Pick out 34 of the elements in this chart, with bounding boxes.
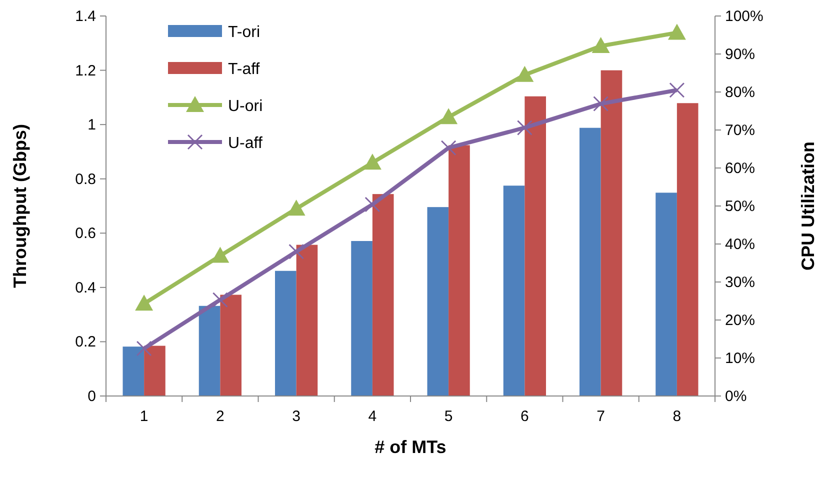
y2-tick-label: 60% <box>725 160 756 177</box>
y-axis-title: Throughput (Gbps) <box>10 124 30 288</box>
y2-tick-label: 90% <box>725 46 756 63</box>
y2-tick-label: 20% <box>725 312 756 329</box>
y2-tick-label: 80% <box>725 84 756 101</box>
x-tick-label: 6 <box>520 408 529 425</box>
y-tick-label: 1.2 <box>75 62 96 80</box>
x-tick-label: 7 <box>596 408 605 425</box>
x-tick-label: 2 <box>216 408 224 425</box>
y2-tick-label: 40% <box>725 236 756 253</box>
y-tick-label: 0 <box>88 388 96 405</box>
legend-label: T-aff <box>228 61 260 78</box>
y-tick-label: 1.4 <box>75 8 96 25</box>
y2-tick-label: 70% <box>725 122 756 139</box>
y-tick-label: 0.6 <box>75 225 96 242</box>
y-tick-label: 0.2 <box>75 334 96 351</box>
y2-axis-title: CPU Utilization <box>798 142 818 270</box>
x-tick-label: 3 <box>292 408 300 425</box>
x-axis-title: # of MTs <box>374 437 446 457</box>
y2-tick-label: 10% <box>725 350 756 367</box>
legend-label: T-ori <box>228 24 260 41</box>
x-tick-label: 5 <box>444 408 453 425</box>
y2-tick-label: 0% <box>725 388 747 405</box>
y-tick-label: 0.8 <box>75 170 96 188</box>
y-tick-label: 1 <box>88 116 96 134</box>
y2-tick-label: 30% <box>725 274 756 291</box>
x-tick-label: 8 <box>672 408 682 425</box>
legend-label: U-ori <box>228 98 263 115</box>
x-tick-label: 1 <box>140 408 148 425</box>
y2-tick-label: 50% <box>725 198 756 215</box>
y2-tick-label: 100% <box>725 8 764 25</box>
legend-label: U-aff <box>228 135 263 152</box>
y-tick-label: 0.4 <box>75 279 96 296</box>
x-tick-label: 4 <box>368 408 377 425</box>
